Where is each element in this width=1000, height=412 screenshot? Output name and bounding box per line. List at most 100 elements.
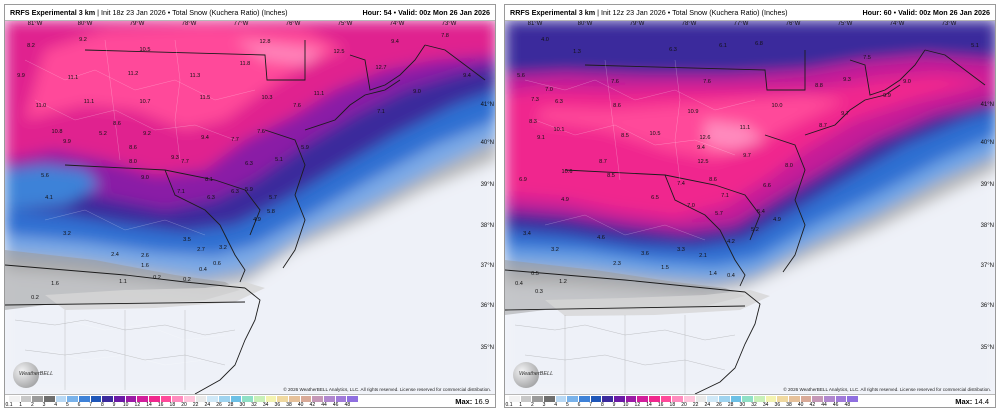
colorbar-swatch [602,396,614,402]
colorbar-swatch [312,396,324,402]
snow-value: 3.2 [63,231,71,237]
colorbar-swatch [265,396,278,402]
snow-value: 7.0 [687,203,695,209]
colorbar-label: 22 [692,402,699,408]
colorbar-label: 44 [821,402,827,408]
snow-value: 3.2 [551,247,559,253]
snow-value: 11.1 [313,91,325,97]
panel-header: RRFS Experimental 3 km | Init 18z 23 Jan… [5,5,495,21]
colorbar-label: 0.1 [505,402,513,408]
lon-label-76: 76°W [785,21,801,27]
colorbar-swatch [219,396,231,402]
colorbar-label: 42 [809,402,816,408]
snow-value: 7.6 [703,79,711,85]
snow-value: 5.4 [757,209,765,215]
panel-header: RRFS Experimental 3 km | Init 12z 23 Jan… [505,5,995,21]
snow-value: 8.3 [529,119,537,125]
lat-label-37: 37°N [480,263,494,269]
snow-value: 4.1 [45,195,53,201]
colorbar-swatch [149,396,161,402]
snow-value: 10.6 [561,169,573,175]
colorbar-swatch [509,396,521,402]
colorbar-swatch [347,396,359,402]
valid-time: Valid: 00z Mon 26 Jan 2026 [898,8,990,17]
colorbar-swatch [184,396,196,402]
snow-value: 11.0 [35,103,47,109]
snow-value: 9.4 [463,73,471,79]
snow-value: 1.6 [141,263,149,269]
snow-value: 9.0 [903,79,911,85]
colorbar-swatch [695,396,708,402]
colorbar-swatch [730,396,743,402]
colorbar-swatch [300,396,313,402]
colorbar-label: 6 [77,402,81,408]
lon-label-79: 79°W [129,21,145,27]
lon-label-81: 81°W [27,21,43,27]
colorbar-swatch [614,396,626,402]
colorbar-swatch [20,396,33,402]
snow-value: 7.5 [863,55,871,61]
model-name: RRFS Experimental 3 km [10,8,96,17]
snow-value: 7.6 [257,129,265,135]
colorbar-swatch [707,396,719,402]
colorbar-label: 30 [239,402,246,408]
colorbar-label: 4 [54,402,58,408]
run-description: | Init 12z 23 Jan 2026 • Total Snow (Kuc… [595,8,788,17]
snow-value: 6.3 [555,99,563,105]
snow-value: 11.1 [83,99,95,105]
colorbar: 0.1 1 2 3 4 5 6 7 8 9 10 12 14 16 18 20 22 24 26 28 30 32 34 36… [5,396,359,408]
snow-value: 0.2 [183,277,191,283]
snow-value: 8.7 [599,159,607,165]
snow-value: 8.5 [621,133,629,139]
snow-value: 9.4 [697,145,705,151]
snow-value: 2.7 [197,247,205,253]
snow-value: 10.5 [139,47,151,53]
colorbar-label: 28 [227,402,234,408]
colorbar-label: 36 [274,402,281,408]
colorbar-swatch [230,396,243,402]
lon-label-75: 75°W [337,21,353,27]
forecast-hour: Hour: 60 [862,8,892,17]
snow-value: 2.4 [111,252,119,258]
colorbar-label: 34 [262,402,269,408]
snow-value: 11.1 [67,75,79,81]
snow-value: 7.8 [441,33,449,39]
colorbar-label: 4 [554,402,558,408]
colorbar-swatch [44,396,56,402]
snow-value: 1.6 [51,281,59,287]
colorbar-label: 0.1 [5,402,13,408]
colorbar-label: 40 [297,402,304,408]
max-value: Max: 14.4 [955,397,989,406]
colorbar-label: 44 [321,402,327,408]
lon-label-77: 77°W [233,21,249,27]
weatherbell-logo: WeatherBELL [513,362,553,388]
snow-value: 8.8 [815,83,823,89]
lat-label-39: 39°N [480,182,494,188]
snow-value: 12.8 [259,39,271,45]
colorbar-label: 7 [89,402,93,408]
lat-label-41: 41°N [980,102,994,108]
snow-value: 7.6 [611,79,619,85]
snow-value: 3.5 [183,237,191,243]
snow-value: 10.9 [687,109,699,115]
snow-value: 8.0 [785,163,793,169]
colorbar-label: 3 [42,402,46,408]
colorbar-label: 26 [716,402,722,408]
legend-bar: 0.1 1 2 3 4 5 6 7 8 9 10 12 14 16 18 20 22 24 26 28 30 32 34 36… [505,394,995,408]
snow-value: 2.6 [141,253,149,259]
snow-value: 1.2 [559,279,567,285]
snow-value: 9.2 [143,131,151,137]
snow-value: 6.3 [207,195,215,201]
snow-value: 5.2 [99,131,107,137]
colorbar-swatch [90,396,103,402]
colorbar-label: 46 [332,402,339,408]
colorbar-swatch [207,396,219,402]
snow-value: 5.8 [267,209,275,215]
colorbar-label: 12 [134,402,141,408]
max-value: Max: 16.9 [455,397,489,406]
lon-label-76: 76°W [285,21,301,27]
colorbar-label: 32 [251,402,257,408]
colorbar-swatch [660,396,673,402]
snow-value: 9.0 [141,175,149,181]
snow-value: 9.7 [743,153,751,159]
